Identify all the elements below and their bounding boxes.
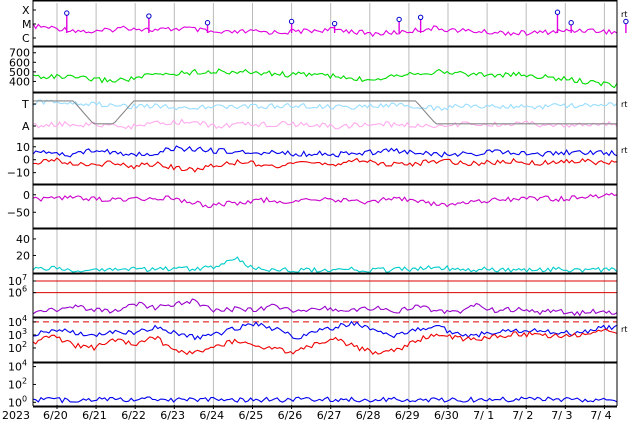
imf_bz-right-marker: rt: [621, 146, 627, 155]
imf_bz-series-0: [32, 145, 618, 158]
date-label: 6/20: [43, 409, 68, 422]
proton_flux-right-marker: rt: [621, 325, 627, 334]
proton_flux-series-1: [32, 328, 618, 356]
electron_flux-tick-label: 106: [8, 285, 27, 300]
imf_bz-tick-label: 10: [16, 141, 30, 154]
proton_flux-tick-label: 102: [8, 340, 27, 355]
date-label: 6/28: [356, 409, 381, 422]
flare-marker-3: [288, 18, 295, 25]
date-label: 6/25: [239, 409, 264, 422]
solar_wind_speed-tick-label: 600: [9, 56, 30, 69]
xray_flares-series-0: [32, 23, 618, 38]
dst_index-series-0: [32, 192, 618, 209]
date-label: 7/ 3: [551, 409, 572, 422]
flare-marker-4: [331, 20, 338, 27]
flare-marker-5: [396, 16, 402, 23]
date-label: 6/30: [434, 409, 459, 422]
imf_bz-tick-label: −10: [7, 167, 30, 180]
flare-marker-9: [623, 18, 629, 25]
y-tick-labels: XMCrt400500600700TArt100−10rt0−502040107…: [7, 4, 628, 409]
xray_flares-tick-label: M: [22, 18, 32, 31]
date-label: 6/21: [82, 409, 107, 422]
year-label: 2023: [2, 409, 30, 422]
imf_direction-series-1: [32, 118, 618, 130]
date-label: 7/ 1: [473, 409, 494, 422]
imf_direction-tick-label: T: [21, 98, 29, 111]
electron_flux-series-0: [32, 298, 618, 317]
proton_flux-series-0: [32, 320, 618, 341]
flare-marker-8: [568, 20, 574, 26]
date-label: 6/27: [317, 409, 342, 422]
imf_direction-tick-label: A: [22, 120, 30, 133]
proton_density-tick-label: 20: [16, 249, 30, 262]
dst_index-tick-label: 0: [23, 189, 30, 202]
date-label: 6/24: [199, 409, 224, 422]
solar_wind_speed-tick-label: 400: [9, 75, 30, 88]
chart-panels: [32, 0, 629, 408]
particle_flux_low-tick-label: 100: [8, 394, 27, 409]
dst_index-tick-label: −50: [7, 206, 30, 219]
particle_flux_low-series-0: [32, 396, 618, 404]
date-label: 7/ 4: [590, 409, 611, 422]
date-axis: 2023 6/20 6/21 6/22 6/23 6/24 6/25 6/26 6/27 6/2…: [2, 405, 612, 422]
solar_wind_speed-tick-label: 500: [9, 66, 30, 79]
vertical-gridlines: [56, 3, 605, 405]
flare-marker-1: [146, 13, 152, 19]
solar_wind_speed-tick-label: 700: [9, 47, 30, 60]
imf_bz-tick-label: 0: [23, 154, 30, 167]
imf_direction-series-2: [33, 100, 617, 125]
flare-marker-2: [204, 20, 211, 26]
flare-marker-6: [417, 14, 424, 20]
xray_flares-tick-label: X: [22, 4, 30, 17]
imf_direction-right-marker: rt: [621, 100, 627, 109]
particle_flux_low-tick-label: 104: [8, 359, 27, 374]
date-label: 7/ 2: [512, 409, 533, 422]
date-label: 6/22: [121, 409, 146, 422]
date-label: 6/29: [395, 409, 420, 422]
proton_density-tick-label: 40: [16, 233, 30, 246]
particle_flux_low-tick-label: 102: [8, 376, 27, 391]
flare-marker-0: [64, 10, 70, 16]
proton_density-series-0: [32, 256, 618, 273]
solar_wind_speed-series-0: [32, 68, 618, 89]
flare-marker-7: [554, 9, 561, 15]
date-label: 6/23: [160, 409, 185, 422]
imf_bz-series-1: [32, 157, 618, 173]
imf_direction-series-0: [32, 99, 618, 112]
date-label: 6/26: [278, 409, 303, 422]
xray_flares-tick-label: C: [22, 32, 30, 45]
xray_flares-right-marker: rt: [621, 10, 627, 19]
